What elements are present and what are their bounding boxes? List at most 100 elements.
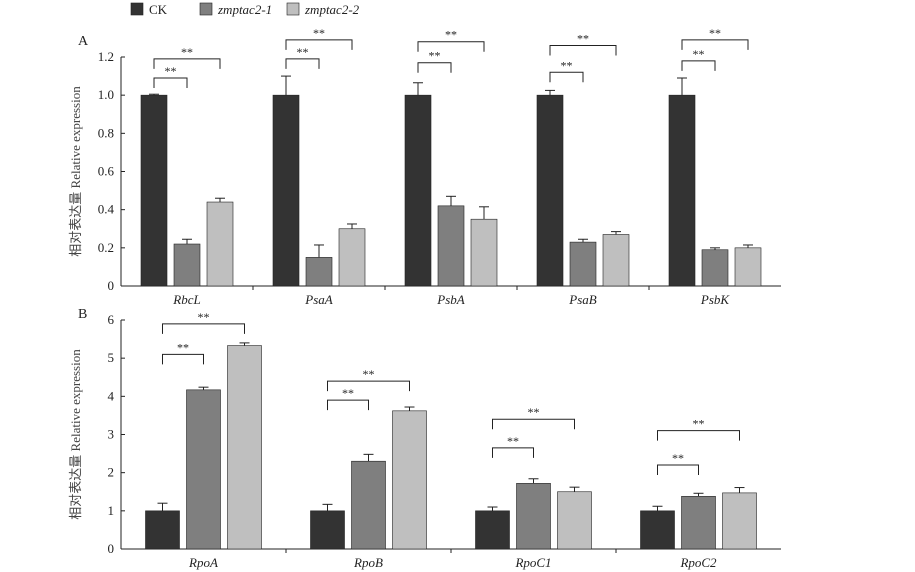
panel-a-category-label-psba: PsbA (436, 292, 465, 307)
panel-a-bar-psab-zmptac2-1 (569, 241, 597, 287)
legend: CK zmptac2-1 zmptac2-2 (130, 2, 360, 17)
legend-swatch-zmptac2-2 (286, 2, 300, 16)
panel-a-significance-label: ** (709, 26, 721, 40)
panel-a-significance-bracket (153, 58, 221, 69)
panel-b-significance-label: ** (672, 451, 684, 465)
panel-a-significance-bracket (549, 45, 617, 56)
legend-label-zmptac2-2: zmptac2-2 (304, 2, 360, 17)
panel-b-bar-rpoc1-ck (475, 510, 510, 550)
panel-a-significance-label: ** (561, 58, 573, 72)
panel-b-y-axis-label: 相对表达量 Relative expression (68, 349, 83, 520)
panel-a-significance-label: ** (445, 28, 457, 42)
panel-b-significance-label: ** (693, 417, 705, 431)
panel-b-bar-rpoa-zmptac2-1 (186, 389, 221, 550)
panel-b-bar-rpob-zmptac2-2 (392, 410, 427, 550)
panel-b-y-tick-label: 1 (108, 503, 115, 518)
panel-a-significance-bracket (549, 71, 584, 83)
panel-b-bar-rpoc1-zmptac2-2 (557, 491, 592, 550)
panel-a-y-tick-label: 0 (108, 278, 115, 293)
panel-a-y-tick-label: 0.6 (98, 164, 115, 179)
panel-b-y-tick-label: 6 (108, 312, 115, 327)
panel-b-category-label-rpoa: RpoA (188, 555, 218, 570)
panel-b-bar-rpoa-ck (145, 510, 180, 550)
panel-b-bar-rpoc2-ck (640, 510, 675, 550)
panel-b-category-label-rpoc2: RpoC2 (679, 555, 717, 570)
panel-b-y-tick-label: 2 (108, 465, 115, 480)
panel-b-significance-label: ** (528, 405, 540, 419)
legend-swatch-ck (130, 2, 144, 16)
panel-a-significance-bracket (153, 77, 188, 88)
panel-a-significance-bracket (681, 39, 749, 50)
panel-a-bar-psab-zmptac2-2 (602, 234, 630, 287)
panel-a-significance-bracket (285, 58, 320, 69)
panel-b-significance-label: ** (198, 310, 210, 324)
panel-b-significance-label: ** (177, 340, 189, 354)
panel-b-y-tick-label: 0 (108, 541, 115, 556)
panel-b-significance-bracket (492, 447, 534, 458)
panel-a-bar-rbcl-ck (140, 94, 168, 287)
panel-b-significance-bracket (657, 430, 740, 441)
panel-b-significance-bracket (162, 323, 245, 334)
panel-b-significance-label: ** (507, 434, 519, 448)
legend-swatch-zmptac2-1 (199, 2, 213, 16)
panel-a-significance-label: ** (429, 49, 441, 63)
panel-a-bar-psbk-ck (668, 94, 696, 287)
panel-a-category-label-rbcl: RbcL (172, 292, 200, 307)
panel-a-bar-psba-zmptac2-2 (470, 218, 498, 287)
panel-b-chart: B 相对表达量 Relative expression 0 1 2 3 4 5 6 RpoA Rpo… (68, 307, 781, 570)
panel-b-significance-label: ** (342, 386, 354, 400)
panel-a-y-tick-label: 1.0 (98, 87, 114, 102)
panel-b-bar-rpoa-zmptac2-2 (227, 345, 262, 550)
panel-a-y-tick-label: 0.4 (98, 202, 115, 217)
panel-a-bar-psaa-zmptac2-1 (305, 257, 333, 287)
panel-a-significance-label: ** (165, 64, 177, 78)
panel-b-significance-bracket (492, 418, 575, 430)
panel-a-significance-label: ** (693, 47, 705, 61)
panel-a-bar-psaa-ck (272, 94, 300, 287)
panel-a-significance-label: ** (313, 26, 325, 40)
panel-a-significance-label: ** (577, 32, 589, 46)
panel-b-bar-rpoc2-zmptac2-1 (681, 496, 716, 550)
panel-b-bar-rpob-ck (310, 510, 345, 550)
panel-a-significance-label: ** (181, 45, 193, 59)
panel-b-y-tick-label: 5 (108, 350, 115, 365)
panel-b-y-tick-label: 3 (108, 427, 115, 442)
panel-a-bar-rbcl-zmptac2-1 (173, 243, 201, 287)
panel-a-y-tick-label: 0.8 (98, 125, 114, 140)
panel-a-significance-bracket (417, 62, 452, 73)
panel-a-bar-psaa-zmptac2-2 (338, 228, 366, 287)
panel-b-significance-bracket (657, 464, 699, 476)
panel-a-label: A (78, 34, 89, 49)
panel-b-category-label-rpoc1: RpoC1 (514, 555, 551, 570)
panel-a-category-label-psbk: PsbK (700, 292, 731, 307)
panel-b-significance-bracket (327, 399, 369, 411)
panel-a-y-axis-label: 相对表达量 Relative expression (68, 86, 83, 257)
panel-a-category-label-psab: PsaB (568, 292, 597, 307)
panel-a-significance-bracket (681, 60, 716, 71)
panel-b-bar-rpoc1-zmptac2-1 (516, 483, 551, 550)
panel-a-bar-psab-ck (536, 94, 564, 287)
panel-a-significance-bracket (417, 41, 485, 52)
panel-a-bar-psbk-zmptac2-2 (734, 247, 762, 287)
panel-a-category-label-psaa: PsaA (304, 292, 333, 307)
panel-a-bar-rbcl-zmptac2-2 (206, 201, 234, 287)
panel-a-bar-psba-zmptac2-1 (437, 205, 465, 287)
panel-b-y-tick-label: 4 (108, 388, 115, 403)
panel-b-significance-label: ** (363, 367, 375, 381)
panel-a-significance-bracket (285, 39, 353, 50)
panel-a-bar-psba-ck (404, 94, 432, 287)
legend-label-ck: CK (149, 2, 168, 17)
panel-a-y-tick-label: 1.2 (98, 49, 114, 64)
panel-b-category-label-rpob: RpoB (353, 555, 383, 570)
panel-b-significance-bracket (327, 380, 410, 392)
panel-a-y-tick-label: 0.2 (98, 240, 114, 255)
panel-a-chart: A 相对表达量 Relative expression 0 0.2 0.4 0.6 0.8 1… (68, 26, 781, 307)
panel-a-significance-label: ** (297, 45, 309, 59)
panel-b-bar-rpob-zmptac2-1 (351, 460, 386, 550)
panel-b-significance-bracket (162, 353, 204, 365)
panel-b-bar-rpoc2-zmptac2-2 (722, 492, 757, 550)
panel-b-label: B (78, 307, 87, 322)
legend-label-zmptac2-1: zmptac2-1 (217, 2, 272, 17)
panel-a-bar-psbk-zmptac2-1 (701, 249, 729, 287)
